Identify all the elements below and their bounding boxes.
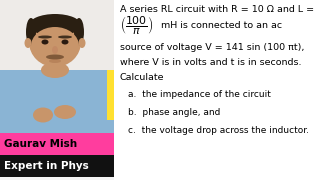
Ellipse shape: [38, 35, 52, 39]
Ellipse shape: [78, 38, 85, 48]
Text: b.  phase angle, and: b. phase angle, and: [128, 108, 220, 117]
Ellipse shape: [52, 46, 58, 54]
Polygon shape: [0, 70, 114, 150]
Bar: [46, 54, 64, 72]
Ellipse shape: [29, 14, 81, 36]
Text: Expert in Phys: Expert in Phys: [4, 161, 89, 171]
Text: $\left(\dfrac{100}{\pi}\right)$: $\left(\dfrac{100}{\pi}\right)$: [120, 14, 153, 36]
Bar: [114, 0, 320, 180]
Bar: [0, 133, 114, 155]
Text: A series RL circuit with R = 10 Ω and L =: A series RL circuit with R = 10 Ω and L …: [120, 5, 314, 14]
Ellipse shape: [54, 105, 76, 119]
Ellipse shape: [33, 107, 53, 123]
Text: Calculate: Calculate: [120, 73, 164, 82]
Text: c.  the voltage drop across the inductor.: c. the voltage drop across the inductor.: [128, 126, 308, 135]
Ellipse shape: [46, 55, 64, 60]
Text: source of voltage V = 141 sin (100 πt),: source of voltage V = 141 sin (100 πt),: [120, 43, 304, 52]
Ellipse shape: [74, 18, 84, 46]
Bar: [0, 0, 114, 150]
Text: where V is in volts and t is in seconds.: where V is in volts and t is in seconds.: [120, 58, 301, 67]
Ellipse shape: [61, 39, 68, 44]
Ellipse shape: [49, 59, 61, 63]
Ellipse shape: [25, 38, 31, 48]
Bar: [107, 70, 114, 120]
Ellipse shape: [58, 35, 72, 39]
Ellipse shape: [26, 18, 36, 46]
Text: mH is connected to an ac: mH is connected to an ac: [157, 21, 282, 30]
Ellipse shape: [29, 17, 81, 67]
Bar: [0, 155, 114, 177]
Text: Gaurav Mish: Gaurav Mish: [4, 139, 77, 149]
Ellipse shape: [42, 39, 49, 44]
Ellipse shape: [41, 62, 69, 78]
Ellipse shape: [15, 100, 95, 130]
Text: a.  the impedance of the circuit: a. the impedance of the circuit: [128, 90, 270, 99]
Ellipse shape: [31, 27, 79, 65]
Bar: [0, 0, 114, 180]
